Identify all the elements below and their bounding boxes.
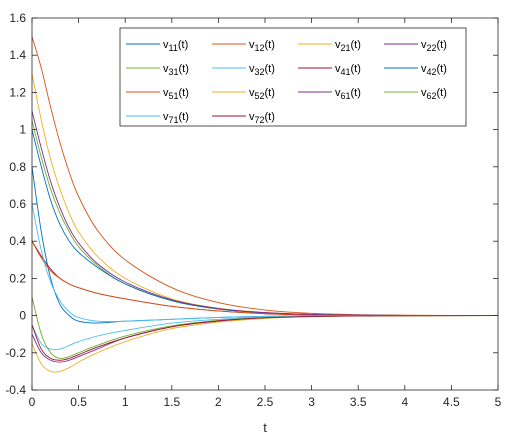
legend: v11(t) v12(t) v21(t) v22(t) v31(t) v32(t) v41(…: [119, 27, 467, 127]
y-tick-label: 1.4: [9, 48, 26, 62]
legend-label-72: v72(t): [249, 111, 275, 125]
series-line-61: [31, 110, 499, 317]
legend-label-31: v31(t): [163, 63, 189, 77]
y-tick-label: 1: [19, 123, 26, 137]
legend-label-22: v22(t): [421, 39, 447, 53]
legend-label-32: v32(t): [249, 63, 275, 77]
legend-label-51: v51(t): [163, 87, 189, 101]
y-tick-label: 0: [19, 309, 26, 323]
legend-label-71: v71(t): [163, 111, 189, 125]
ticks-layer: 0 0.5 1 1.5 2 2.5 3 3.5 4 4.5 5 -0.4 -0.2 0 0.2 0.4 0.6 0…: [5, 11, 501, 409]
y-tick-label: 1.2: [9, 85, 26, 99]
legend-label-11: v11(t): [163, 39, 188, 53]
x-tick-label: 1.5: [163, 395, 180, 409]
y-tick-label: 0.2: [9, 271, 26, 285]
x-tick-label: 2.5: [257, 395, 274, 409]
x-tick-label: 0: [29, 395, 36, 409]
legend-label-61: v61(t): [335, 87, 361, 101]
legend-label-52: v52(t): [249, 87, 275, 101]
legend-label-21: v21(t): [335, 39, 361, 53]
y-tick-label: 0.6: [9, 197, 26, 211]
x-tick-label: 3: [308, 395, 315, 409]
y-tick-label: 1.6: [9, 11, 26, 25]
y-tick-label: 0.4: [9, 234, 26, 248]
y-tick-label: -0.2: [5, 346, 26, 360]
x-tick-label: 2: [215, 395, 222, 409]
series-layer: [31, 36, 499, 373]
x-tick-label: 4: [401, 395, 408, 409]
x-axis-title: t: [263, 420, 267, 435]
x-tick-label: 3.5: [350, 395, 367, 409]
x-tick-label: 0.5: [70, 395, 87, 409]
y-tick-label: 0.8: [9, 160, 26, 174]
legend-label-62: v62(t): [421, 87, 447, 101]
legend-label-41: v41(t): [335, 63, 361, 77]
series-line-72: [31, 315, 499, 361]
x-tick-label: 1: [122, 395, 129, 409]
x-tick-label: 4.5: [443, 395, 460, 409]
y-tick-label: -0.4: [5, 383, 26, 397]
x-tick-label: 5: [495, 395, 502, 409]
legend-label-12: v12(t): [249, 39, 275, 53]
legend-label-42: v42(t): [421, 63, 447, 77]
